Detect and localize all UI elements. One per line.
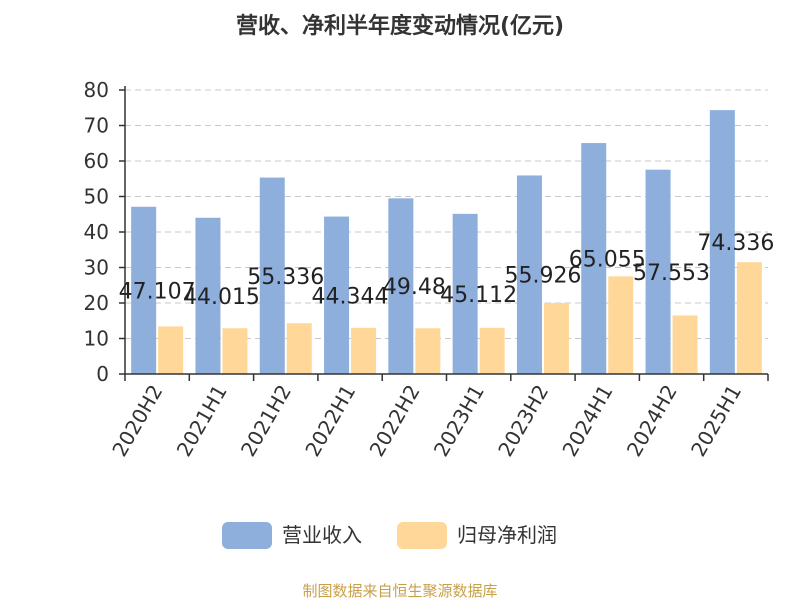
y-tick-label: 80 <box>84 78 109 102</box>
bar-revenue[interactable] <box>645 169 671 374</box>
bar-revenue[interactable] <box>516 175 542 374</box>
x-tick-label: 2022H1 <box>300 381 360 461</box>
x-tick-label: 2021H1 <box>172 381 232 461</box>
data-label-revenue: 57.553 <box>633 261 710 286</box>
legend-item-net-profit[interactable]: 归母净利润 <box>397 522 557 549</box>
legend-item-revenue[interactable]: 营业收入 <box>222 522 362 549</box>
data-labels: 47.10744.01555.33644.34449.4845.11255.92… <box>119 231 775 310</box>
bar-net-profit[interactable] <box>415 328 441 374</box>
data-label-revenue: 74.336 <box>697 231 774 256</box>
x-tick-label: 2024H1 <box>557 381 617 461</box>
x-tick-label: 2025H1 <box>686 381 746 461</box>
data-label-revenue: 55.336 <box>247 265 324 290</box>
bar-net-profit[interactable] <box>736 262 762 374</box>
bar-revenue[interactable] <box>324 216 350 374</box>
x-tick-label: 2021H2 <box>236 381 296 461</box>
bar-net-profit[interactable] <box>351 327 377 374</box>
chart-title: 营收、净利半年度变动情况(亿元) <box>236 13 564 39</box>
y-tick-label: 10 <box>84 327 109 351</box>
bar-net-profit[interactable] <box>222 328 248 374</box>
y-tick-label: 60 <box>84 149 109 173</box>
y-tick-label: 70 <box>84 114 109 138</box>
bar-net-profit[interactable] <box>608 276 634 374</box>
y-tick-label: 0 <box>96 362 109 386</box>
bar-net-profit[interactable] <box>672 315 698 374</box>
legend-label: 营业收入 <box>282 523 362 547</box>
bar-net-profit[interactable] <box>158 326 184 374</box>
bars <box>131 110 762 374</box>
bar-revenue[interactable] <box>452 213 478 374</box>
bar-net-profit[interactable] <box>479 327 505 374</box>
data-label-revenue: 49.48 <box>383 275 446 300</box>
bar-revenue[interactable] <box>131 206 157 374</box>
bar-net-profit[interactable] <box>286 323 312 374</box>
legend-label: 归母净利润 <box>457 523 557 547</box>
x-tick-label: 2024H2 <box>622 381 682 461</box>
legend[interactable]: 营业收入 归母净利润 <box>222 522 557 549</box>
y-tick-label: 40 <box>84 220 109 244</box>
bar-net-profit[interactable] <box>543 303 569 374</box>
y-tick-label: 20 <box>84 291 109 315</box>
y-tick-label: 50 <box>84 185 109 209</box>
legend-swatch <box>222 522 272 549</box>
x-tick-label: 2023H2 <box>493 381 553 461</box>
bar-revenue[interactable] <box>709 110 735 374</box>
data-label-revenue: 45.112 <box>440 283 517 308</box>
y-tick-label: 30 <box>84 256 109 280</box>
legend-swatch <box>397 522 447 549</box>
data-label-revenue: 55.926 <box>504 264 581 289</box>
data-label-revenue: 44.015 <box>183 285 260 310</box>
data-label-revenue: 44.344 <box>312 284 389 309</box>
bar-revenue[interactable] <box>195 217 221 374</box>
bar-revenue[interactable] <box>259 177 285 374</box>
x-tick-label: 2020H2 <box>107 381 167 461</box>
bar-revenue[interactable] <box>581 143 607 374</box>
data-label-revenue: 65.055 <box>569 248 646 273</box>
x-tick-label: 2022H2 <box>365 381 425 461</box>
x-tick-label: 2023H1 <box>429 381 489 461</box>
footer-source-note: 制图数据来自恒生聚源数据库 <box>302 582 497 600</box>
data-label-revenue: 47.107 <box>119 279 196 304</box>
bar-revenue[interactable] <box>388 198 414 374</box>
